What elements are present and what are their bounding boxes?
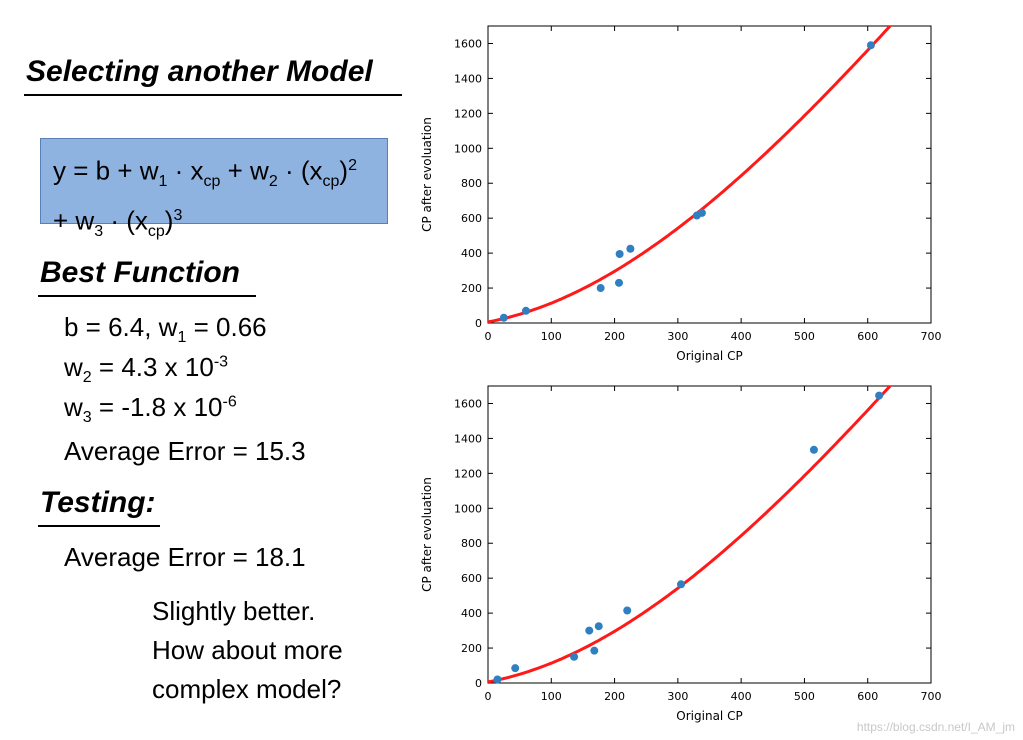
model-equation-box: y = b + w1 · xcp + w2 · (xcp)2 + w3 · (x… [40, 138, 388, 240]
x-tick-label: 100 [541, 330, 562, 343]
data-point [570, 652, 579, 661]
y-tick-label: 200 [461, 642, 482, 655]
y-tick-label: 1600 [454, 37, 482, 50]
param-b-w1: b = 6.4, w1 = 0.66 [64, 312, 267, 347]
y-tick-label: 1000 [454, 142, 482, 155]
x-tick-label: 300 [667, 330, 688, 343]
y-tick-label: 800 [461, 537, 482, 550]
testing-heading: Testing: [40, 486, 156, 519]
y-tick-label: 400 [461, 247, 482, 260]
plot-frame [487, 385, 932, 684]
y-tick-label: 600 [461, 572, 482, 585]
x-tick-label: 300 [667, 690, 688, 703]
fitted-curve [488, 386, 893, 683]
data-point [594, 622, 603, 631]
best-function-heading: Best Function [40, 256, 240, 289]
y-axis-label: CP after evoluation [420, 117, 434, 232]
x-tick-label: 200 [604, 690, 625, 703]
x-axis-label: Original CP [676, 349, 742, 363]
data-point [697, 208, 706, 217]
x-tick-label: 500 [794, 330, 815, 343]
equation-line-1: y = b + w1 · xcp + w2 · (xcp)2 [53, 155, 357, 190]
comment-note: Slightly better. How about more complex … [152, 592, 343, 709]
watermark: https://blog.csdn.net/I_AM_jm [856, 720, 1015, 734]
data-point [493, 675, 502, 684]
best-function-underline [38, 295, 256, 297]
data-point [875, 391, 884, 400]
data-point [511, 664, 520, 673]
y-tick-label: 1000 [454, 502, 482, 515]
x-tick-label: 400 [731, 690, 752, 703]
data-point [866, 41, 875, 50]
y-tick-label: 1200 [454, 107, 482, 120]
y-tick-label: 0 [475, 677, 482, 690]
note-line-2: How about more [152, 635, 343, 665]
data-point [809, 445, 818, 454]
y-tick-label: 800 [461, 177, 482, 190]
y-axis-label: CP after evoluation [420, 477, 434, 592]
data-point [590, 646, 599, 655]
y-tick-label: 600 [461, 212, 482, 225]
x-tick-label: 700 [921, 330, 942, 343]
equation-line-2: + w3 · (xcp)3 [53, 205, 183, 240]
fitted-curve [488, 26, 893, 323]
x-tick-label: 100 [541, 690, 562, 703]
data-point [623, 606, 632, 615]
y-tick-label: 1400 [454, 72, 482, 85]
x-tick-label: 600 [857, 690, 878, 703]
data-point [596, 284, 605, 293]
param-w2: w2 = 4.3 x 10-3 [64, 352, 229, 387]
y-tick-label: 1400 [454, 432, 482, 445]
x-tick-label: 400 [731, 330, 752, 343]
x-axis-label: Original CP [676, 709, 742, 723]
slide-title: Selecting another Model [26, 55, 373, 88]
data-point [499, 313, 508, 322]
training-scatter-chart: 0 100 200 300 400 500 600 700 0 200 400 600 800 1000 1… [420, 25, 942, 363]
y-tick-label: 400 [461, 607, 482, 620]
data-point [615, 249, 624, 258]
data-point [615, 278, 624, 287]
note-line-1: Slightly better. [152, 596, 316, 626]
note-line-3: complex model? [152, 674, 342, 704]
x-tick-label: 700 [921, 690, 942, 703]
plot-frame [487, 25, 932, 324]
y-tick-label: 1600 [454, 397, 482, 410]
data-point [626, 244, 635, 253]
x-tick-label: 0 [485, 690, 492, 703]
testing-average-error: Average Error = 18.1 [64, 542, 306, 572]
x-tick-label: 200 [604, 330, 625, 343]
data-point [585, 626, 594, 635]
param-w3: w3 = -1.8 x 10-6 [64, 392, 237, 427]
y-tick-label: 1200 [454, 467, 482, 480]
x-tick-label: 0 [485, 330, 492, 343]
testing-scatter-chart: 0 100 200 300 400 500 600 700 0 200 400 600 800 1000 1… [420, 385, 942, 723]
training-average-error: Average Error = 15.3 [64, 436, 306, 466]
testing-underline [38, 525, 160, 527]
title-underline [24, 94, 402, 96]
y-tick-label: 0 [475, 317, 482, 330]
x-tick-label: 500 [794, 690, 815, 703]
data-point [521, 306, 530, 315]
data-point [677, 580, 686, 589]
x-tick-label: 600 [857, 330, 878, 343]
y-tick-label: 200 [461, 282, 482, 295]
